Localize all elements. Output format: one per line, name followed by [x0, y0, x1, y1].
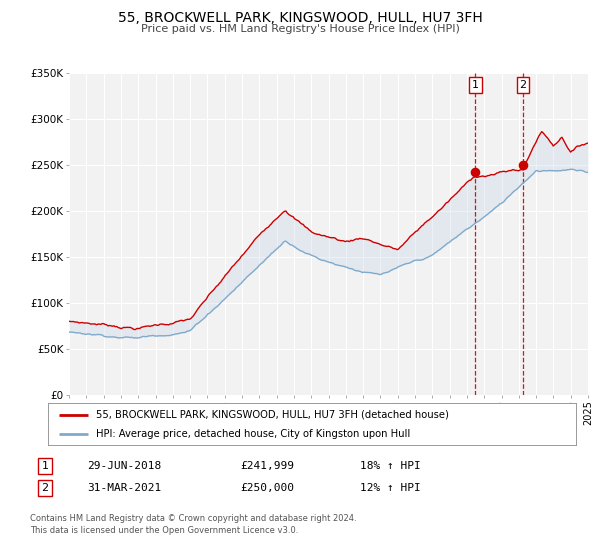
Point — [518, 160, 528, 169]
Text: 1: 1 — [41, 461, 49, 471]
Text: 2: 2 — [520, 80, 527, 90]
Text: Contains HM Land Registry data © Crown copyright and database right 2024.
This d: Contains HM Land Registry data © Crown c… — [30, 514, 356, 535]
Text: 55, BROCKWELL PARK, KINGSWOOD, HULL, HU7 3FH (detached house): 55, BROCKWELL PARK, KINGSWOOD, HULL, HU7… — [95, 409, 448, 419]
Text: 12% ↑ HPI: 12% ↑ HPI — [360, 483, 421, 493]
Text: 29-JUN-2018: 29-JUN-2018 — [87, 461, 161, 471]
Point — [470, 167, 480, 176]
Text: 2: 2 — [41, 483, 49, 493]
Text: 18% ↑ HPI: 18% ↑ HPI — [360, 461, 421, 471]
Text: HPI: Average price, detached house, City of Kingston upon Hull: HPI: Average price, detached house, City… — [95, 429, 410, 439]
Text: 31-MAR-2021: 31-MAR-2021 — [87, 483, 161, 493]
Text: 1: 1 — [472, 80, 479, 90]
Text: 55, BROCKWELL PARK, KINGSWOOD, HULL, HU7 3FH: 55, BROCKWELL PARK, KINGSWOOD, HULL, HU7… — [118, 11, 482, 25]
Text: Price paid vs. HM Land Registry's House Price Index (HPI): Price paid vs. HM Land Registry's House … — [140, 24, 460, 34]
Text: £250,000: £250,000 — [240, 483, 294, 493]
Text: £241,999: £241,999 — [240, 461, 294, 471]
